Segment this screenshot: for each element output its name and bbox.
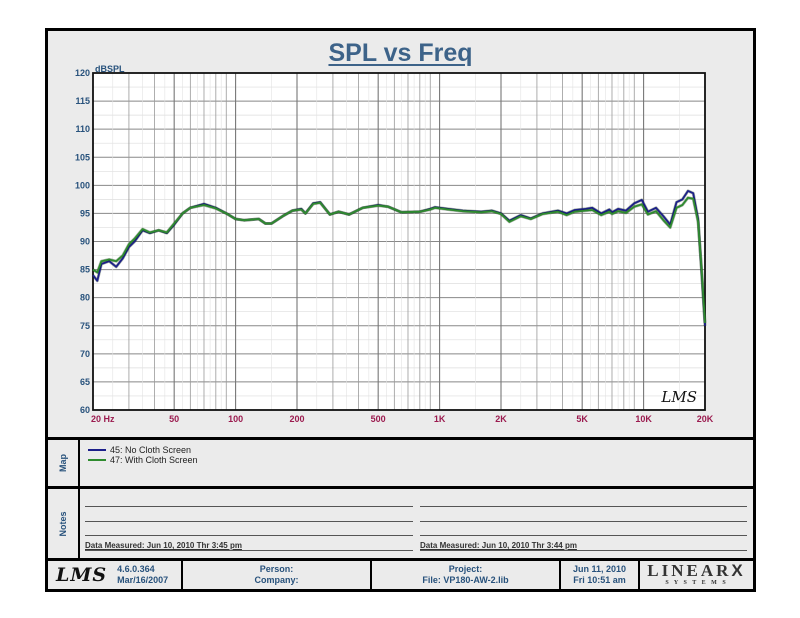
file-name: File: VP180-AW-2.lib [422,575,509,585]
svg-text:80: 80 [80,293,90,303]
footer: LMS 4.6.0.364 Mar/16/2007 Person: Compan… [48,561,753,589]
notes-label: Notes [58,510,68,537]
map-side-label: Map [48,440,80,486]
version-date: Mar/16/2007 [117,575,169,585]
svg-text:10K: 10K [635,414,652,424]
svg-text:70: 70 [80,349,90,359]
svg-text:65: 65 [80,377,90,387]
brand-subtitle: S Y S T E M S [665,580,728,586]
svg-text:200: 200 [289,414,304,424]
legend: 45: No Cloth Screen 47: With Cloth Scree… [88,445,198,465]
svg-text:1K: 1K [434,414,446,424]
chart-title: SPL vs Freq [328,39,473,67]
footer-version-cell: LMS 4.6.0.364 Mar/16/2007 [48,561,183,589]
map-section: Map 45: No Cloth Screen 47: With Cloth S… [48,440,753,489]
note-line[interactable] [85,506,413,507]
svg-text:100: 100 [228,414,243,424]
map-label: Map [58,454,68,472]
linearx-logo: LINEARX S Y S T E M S [640,561,753,589]
legend-label: 45: No Cloth Screen [110,445,192,455]
svg-text:115: 115 [75,96,90,106]
legend-swatch [88,459,106,461]
legend-label: 47: With Cloth Screen [110,455,198,465]
svg-text:95: 95 [80,208,90,218]
notes-side-label: Notes [48,489,80,558]
data-measured-left: Data Measured: Jun 10, 2010 Thr 3:45 pm [85,541,242,550]
person-label: Person: [259,564,294,574]
print-date: Jun 11, 2010 [572,564,627,574]
svg-text:120: 120 [75,68,90,78]
report-frame: SPL vs Freq dBSPL 60 65 70 75 80 85 90 95 100 105… [45,28,756,592]
chart-section: SPL vs Freq dBSPL 60 65 70 75 80 85 90 95 100 105… [48,31,753,440]
svg-text:100: 100 [75,180,90,190]
company-label: Company: [254,575,299,585]
svg-text:75: 75 [80,321,90,331]
y-axis-unit: dBSPL [95,64,125,74]
note-line[interactable] [420,506,747,507]
svg-text:5K: 5K [576,414,588,424]
footer-person-cell: Person: Company: [183,561,372,589]
note-line[interactable] [420,521,747,522]
project-label: Project: [448,564,483,574]
svg-text:2K: 2K [495,414,507,424]
legend-item[interactable]: 45: No Cloth Screen [88,445,198,455]
linearx-wordmark: LINEARX [647,561,746,580]
note-line [85,550,413,551]
svg-text:60: 60 [80,405,90,415]
svg-text:500: 500 [371,414,386,424]
note-line[interactable] [420,535,747,536]
notes-section: Notes Data Measured: Jun 10, 2010 Thr 3:… [48,489,753,561]
legend-swatch [88,449,106,451]
note-line[interactable] [85,535,413,536]
version: 4.6.0.364 [117,564,155,574]
footer-project-cell: Project: File: VP180-AW-2.lib [372,561,561,589]
svg-text:110: 110 [75,124,90,134]
brand-text: LINEAR [647,561,732,580]
data-measured-right: Data Measured: Jun 10, 2010 Thr 3:44 pm [420,541,577,550]
brand-x: X [731,561,746,580]
footer-date-cell: Jun 11, 2010 Fri 10:51 am [561,561,640,589]
svg-text:85: 85 [80,265,90,275]
spl-plot: 60 65 70 75 80 85 90 95 100 105 110 115 120 20 Hz 50 10… [75,68,714,424]
svg-text:105: 105 [75,152,90,162]
note-line [420,550,747,551]
svg-text:20K: 20K [697,414,714,424]
legend-item[interactable]: 47: With Cloth Screen [88,455,198,465]
note-line[interactable] [85,521,413,522]
lms-logo: LMS [56,563,108,586]
print-time: Fri 10:51 am [573,575,626,585]
svg-text:90: 90 [80,237,90,247]
svg-text:50: 50 [169,414,179,424]
svg-text:LMS: LMS [660,388,697,406]
svg-text:20 Hz: 20 Hz [91,414,115,424]
